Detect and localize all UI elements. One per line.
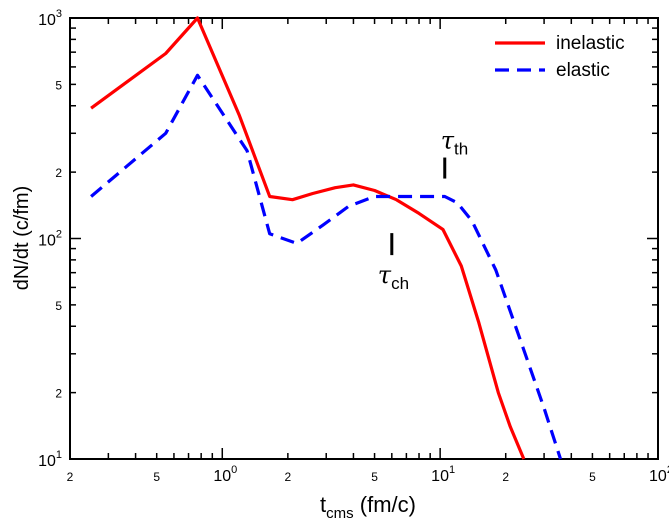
annotation-tau-ch: τch bbox=[378, 261, 409, 293]
x-tick-label: 102 bbox=[649, 464, 669, 485]
plot-frame bbox=[69, 17, 659, 460]
y-tick-label: 5 bbox=[55, 299, 62, 313]
annotations: τth τch bbox=[378, 127, 468, 294]
y-tick-label: 102 bbox=[38, 229, 62, 250]
x-tick-label: 2 bbox=[67, 470, 74, 484]
y-tick-label: 101 bbox=[38, 449, 62, 470]
x-tick-label: 101 bbox=[431, 464, 455, 485]
y-tick-label: 2 bbox=[55, 387, 62, 401]
x-tick-label: 100 bbox=[213, 464, 237, 485]
y-tick-label: 103 bbox=[38, 8, 62, 29]
series-line-elastic bbox=[90, 73, 563, 460]
y-tick-label: 2 bbox=[55, 166, 62, 180]
x-tick-label: 2 bbox=[285, 470, 292, 484]
x-tick-label: 5 bbox=[371, 470, 378, 484]
annotation-tau-th: τth bbox=[441, 127, 468, 159]
ticks: 101 2 5 102 2 5 103 2 5 100 2 5 101 2 5 102 bbox=[38, 8, 669, 485]
x-tick-label: 5 bbox=[589, 470, 596, 484]
legend: inelastic elastic bbox=[495, 33, 625, 81]
legend-label-inelastic: inelastic bbox=[556, 33, 625, 54]
x-tick-label: 5 bbox=[153, 470, 160, 484]
y-axis-title: dN/dt (c/fm) bbox=[11, 186, 33, 290]
x-tick-label: 2 bbox=[502, 470, 509, 484]
legend-label-elastic: elastic bbox=[556, 60, 610, 81]
y-tick-label: 5 bbox=[55, 78, 62, 92]
series-line-inelastic bbox=[90, 16, 526, 460]
series-lines bbox=[90, 16, 563, 460]
x-axis-title: tcms (fm/c) bbox=[320, 492, 416, 522]
